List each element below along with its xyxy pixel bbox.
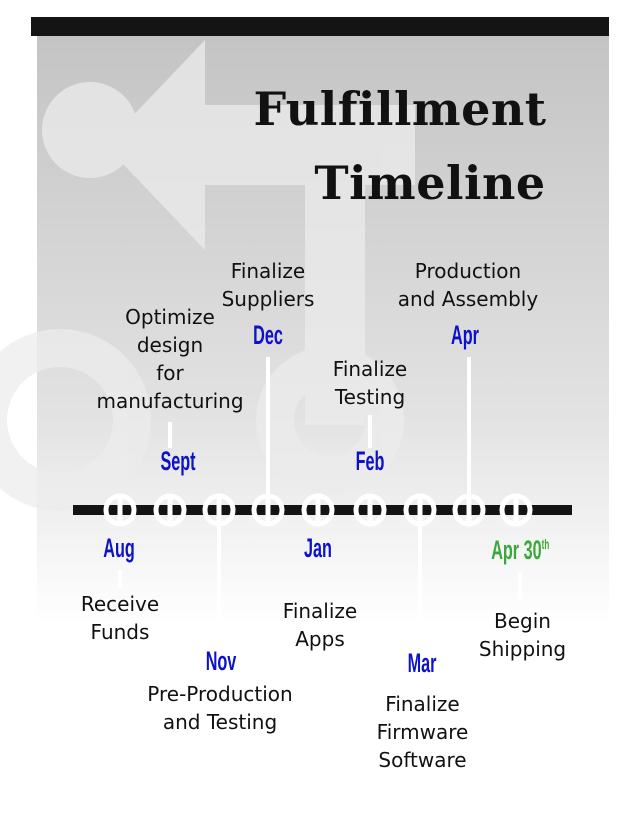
milestone-dec-month: Dec: [253, 320, 283, 350]
description-line: Finalize: [282, 599, 358, 623]
description-line: Begin: [494, 609, 551, 633]
milestone-sept-month: Sept: [160, 446, 196, 476]
milestone-aug-month: Aug: [103, 533, 135, 563]
milestone-apr30-description: Begin Shipping: [470, 607, 575, 663]
description-line: for: [156, 361, 184, 385]
title-line-2: Timeline: [314, 156, 546, 210]
description-line: Software: [378, 748, 467, 772]
milestone-mar-description: Finalize Firmware Software: [365, 690, 480, 774]
milestone-sept-description: Optimize design for manufacturing: [70, 303, 270, 415]
description-line: Apps: [295, 627, 345, 651]
description-line: Suppliers: [221, 287, 315, 311]
title-line-1: Fulfillment: [253, 82, 547, 136]
description-line: Finalize: [332, 357, 408, 381]
milestone-apr30-month: Apr 30th: [491, 537, 549, 564]
description-line: Finalize: [385, 692, 460, 716]
milestone-nov-description: Pre-Production and Testing: [125, 680, 315, 736]
description-line: Testing: [334, 385, 406, 409]
milestone-dec-description: Finalize Suppliers: [203, 257, 333, 313]
milestone-feb-month: Feb: [355, 446, 385, 476]
description-line: Optimize: [125, 305, 215, 329]
milestone-aug-description: Receive Funds: [70, 590, 170, 646]
description-line: Production: [414, 259, 522, 283]
connector-lines: [118, 357, 522, 650]
timeline-nodes: [103, 493, 533, 527]
description-line: and Testing: [162, 710, 278, 734]
description-line: Funds: [90, 620, 150, 644]
description-line: manufacturing: [96, 389, 244, 413]
watermark-logo-icon: [0, 40, 415, 511]
milestone-nov-month: Nov: [205, 646, 237, 676]
top-bar: [31, 17, 609, 36]
description-line: Firmware: [376, 720, 469, 744]
milestone-feb-description: Finalize Testing: [310, 355, 430, 411]
description-line: Receive: [80, 592, 160, 616]
description-line: Pre-Production: [147, 682, 293, 706]
description-line: Shipping: [478, 637, 567, 661]
ordinal-suffix: th: [541, 537, 550, 552]
timeline-bar: [73, 505, 572, 515]
milestone-apr-description: Production and Assembly: [383, 257, 553, 313]
month-label: Apr 30: [491, 535, 542, 565]
milestone-jan-month: Jan: [304, 533, 332, 563]
milestone-apr-month: Apr: [451, 320, 479, 350]
description-line: Finalize: [230, 259, 306, 283]
milestone-jan-description: Finalize Apps: [270, 597, 370, 653]
milestone-mar-month: Mar: [407, 648, 437, 678]
description-line: design: [136, 333, 204, 357]
description-line: and Assembly: [397, 287, 539, 311]
